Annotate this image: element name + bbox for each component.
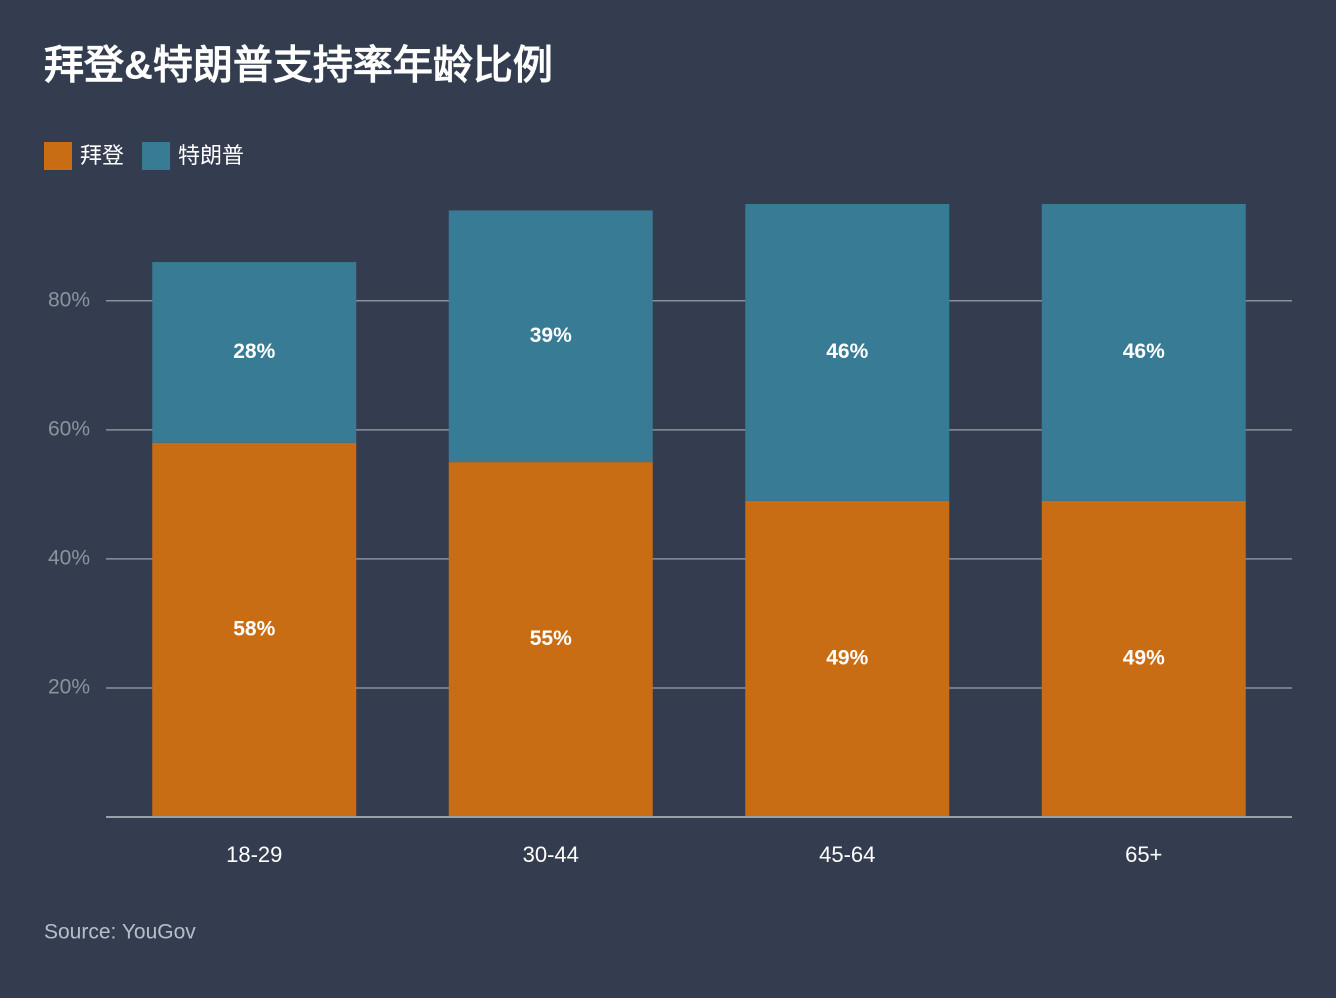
legend-swatch	[44, 142, 72, 170]
bar-segment	[152, 442, 357, 817]
x-tick-label: 30-44	[523, 842, 579, 867]
bar-segment	[448, 210, 653, 463]
data-label: 58%	[233, 617, 275, 640]
legend-label: 特朗普	[178, 143, 244, 168]
bar-segment	[1041, 204, 1246, 501]
x-tick-label: 65+	[1125, 842, 1162, 867]
y-tick-label: 60%	[48, 417, 90, 440]
y-tick-label: 40%	[48, 546, 90, 569]
data-label: 49%	[826, 646, 868, 669]
y-tick-label: 80%	[48, 288, 90, 311]
data-label: 46%	[826, 340, 868, 363]
bar-segment	[448, 462, 653, 817]
legend-swatch	[142, 142, 171, 170]
bar-segment	[745, 500, 950, 817]
y-tick-label: 20%	[48, 675, 90, 698]
data-label: 55%	[530, 627, 572, 650]
source: Source: YouGov	[44, 921, 196, 944]
chart-title: 拜登&特朗普支持率年龄比例	[44, 44, 553, 88]
data-label: 28%	[233, 340, 275, 363]
x-tick-label: 18-29	[226, 842, 282, 867]
data-label: 46%	[1123, 340, 1165, 363]
x-tick-label: 45-64	[819, 842, 875, 867]
bar-segment	[1041, 500, 1246, 817]
data-label: 49%	[1123, 646, 1165, 669]
legend-label: 拜登	[80, 143, 124, 168]
bar-segment	[745, 204, 950, 501]
bar-segment	[152, 262, 357, 443]
data-label: 39%	[530, 324, 572, 347]
